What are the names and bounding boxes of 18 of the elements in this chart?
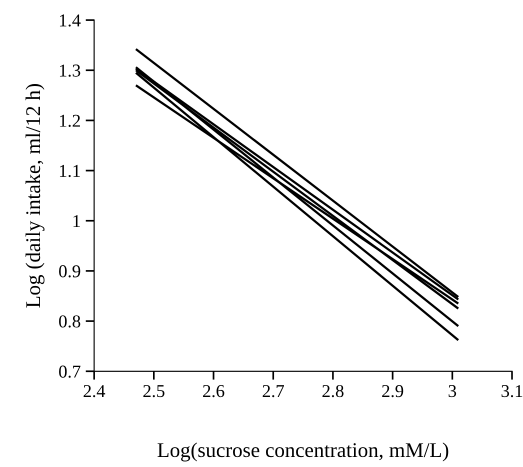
- y-tick-label: 0.9: [59, 265, 80, 278]
- x-tick-label: 3.1: [502, 385, 522, 398]
- x-tick-label: 2.6: [203, 385, 224, 398]
- y-tick-label: 1.4: [60, 14, 81, 27]
- y-tick-label: 1.2: [60, 114, 80, 127]
- y-tick-label: 1.1: [60, 164, 80, 178]
- x-tick-label: 3: [448, 385, 456, 398]
- y-tick-label: 1: [74, 215, 80, 228]
- x-tick-label: 2.7: [262, 385, 284, 398]
- x-tick-label: 2.5: [143, 385, 164, 398]
- x-tick-label: 2.9: [382, 385, 404, 398]
- x-tick-label: 2.8: [322, 384, 344, 398]
- y-tick-label: 0.8: [59, 315, 80, 328]
- y-tick-label: 0.7: [59, 366, 80, 378]
- y-tick-label: 1.3: [60, 64, 80, 77]
- x-tick-label: 2.4: [84, 385, 106, 398]
- y-axis-title: Log (daily intake, ml/12 h): [26, 84, 44, 308]
- x-axis-title: Log(sucrose concentration, mM/L): [158, 442, 448, 462]
